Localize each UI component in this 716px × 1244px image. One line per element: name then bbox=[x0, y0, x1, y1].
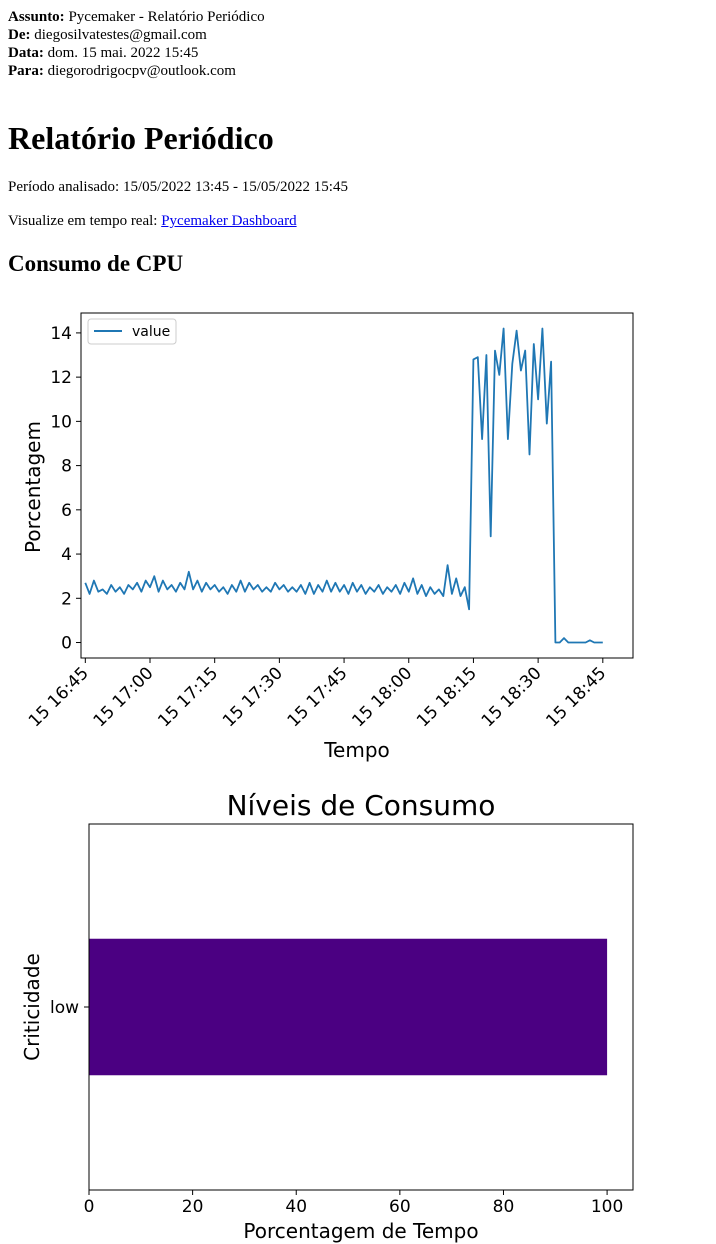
from-value: diegosilvatestes@gmail.com bbox=[34, 27, 207, 43]
bar-low bbox=[89, 938, 608, 1076]
email-subject-line: Assunto: Pycemaker - Relatório Periódico bbox=[8, 8, 265, 26]
realtime-line: Visualize em tempo real: Pycemaker Dashb… bbox=[8, 212, 297, 230]
legend-label: value bbox=[132, 324, 170, 340]
to-value: diegorodrigocpv@outlook.com bbox=[47, 63, 236, 79]
email-date-line: Data: dom. 15 mai. 2022 15:45 bbox=[8, 44, 198, 62]
y-tick-label: 8 bbox=[61, 457, 72, 477]
from-label: De: bbox=[8, 27, 31, 43]
bar-ticks-group: 0 20 40 60 80 100 low bbox=[50, 998, 623, 1217]
cpu-x-axis-label: Tempo bbox=[323, 738, 390, 762]
x-tick-label: 80 bbox=[493, 1197, 515, 1217]
y-tick-label: 14 bbox=[50, 324, 72, 344]
date-label: Data: bbox=[8, 45, 44, 61]
x-tick-label: 15 18:30 bbox=[478, 663, 546, 731]
y-tick-label: 6 bbox=[61, 501, 72, 521]
y-tick-label: 4 bbox=[61, 545, 72, 565]
legend-box bbox=[87, 318, 177, 345]
x-tick-label: 60 bbox=[389, 1197, 411, 1217]
subject-label: Assunto: bbox=[8, 9, 65, 25]
report-title: Relatório Periódico bbox=[8, 120, 274, 156]
x-tick-label: 15 17:15 bbox=[154, 663, 222, 731]
cpu-plot-frame bbox=[80, 312, 634, 659]
x-tick-label: 15 18:15 bbox=[413, 663, 481, 731]
y-tick-label: 12 bbox=[50, 368, 72, 388]
y-tick-label: 10 bbox=[50, 412, 72, 432]
date-value: dom. 15 mai. 2022 15:45 bbox=[47, 45, 199, 61]
x-tick-label: 15 18:00 bbox=[348, 663, 416, 731]
consumption-bar-chart: Níveis de Consumo 0 20 40 60 80 100 low Critic… bbox=[20, 789, 634, 1243]
y-tick-label: 2 bbox=[61, 589, 72, 609]
bar-plot-frame bbox=[88, 823, 634, 1191]
x-tick-label: 15 17:45 bbox=[284, 663, 352, 731]
period-text: Período analisado: 15/05/2022 13:45 - 15… bbox=[8, 179, 348, 195]
cpu-legend: value bbox=[87, 318, 177, 345]
bar-x-axis-label: Porcentagem de Tempo bbox=[243, 1219, 478, 1243]
x-tick-label: 15 17:30 bbox=[219, 663, 287, 731]
cpu-heading: Consumo de CPU bbox=[8, 251, 184, 276]
x-tick-label: 100 bbox=[591, 1197, 623, 1217]
x-tick-label: 20 bbox=[182, 1197, 204, 1217]
y-tick-label: 0 bbox=[61, 634, 72, 654]
category-label: low bbox=[50, 998, 79, 1018]
dashboard-link[interactable]: Pycemaker Dashboard bbox=[161, 213, 297, 229]
to-label: Para: bbox=[8, 63, 44, 79]
bar-chart-title: Níveis de Consumo bbox=[227, 789, 496, 822]
x-tick-label: 15 18:45 bbox=[542, 663, 610, 731]
x-tick-label: 15 16:45 bbox=[25, 663, 93, 731]
cpu-series-line bbox=[84, 327, 603, 644]
x-tick-label: 15 17:00 bbox=[90, 663, 158, 731]
x-tick-label: 40 bbox=[285, 1197, 307, 1217]
email-to-line: Para: diegorodrigocpv@outlook.com bbox=[8, 62, 236, 80]
realtime-prefix: Visualize em tempo real: bbox=[8, 213, 162, 229]
email-from-line: De: diegosilvatestes@gmail.com bbox=[8, 26, 207, 44]
x-tick-label: 0 bbox=[84, 1197, 95, 1217]
cpu-y-axis-label: Porcentagem bbox=[21, 421, 45, 553]
bar-y-axis-label: Criticidade bbox=[20, 953, 44, 1061]
subject-value: Pycemaker - Relatório Periódico bbox=[68, 9, 265, 25]
